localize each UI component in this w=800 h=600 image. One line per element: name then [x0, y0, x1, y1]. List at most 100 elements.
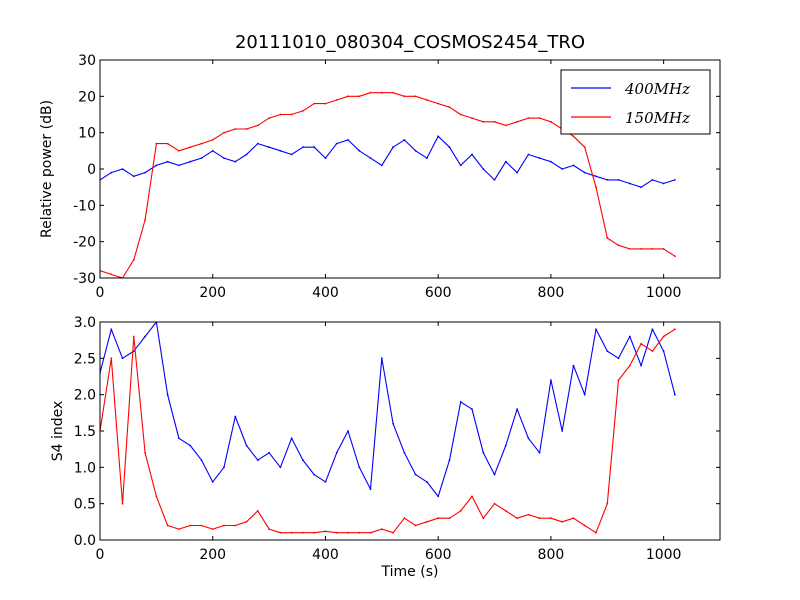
s4-ylabel: S4 index: [50, 401, 66, 462]
s4-point-400mhz: [279, 466, 282, 469]
power-point-400mhz: [245, 153, 248, 156]
power-point-400mhz: [538, 157, 541, 160]
s4-point-400mhz: [268, 451, 270, 454]
power-point-400mhz: [380, 164, 383, 167]
power-point-400mhz: [628, 182, 631, 185]
s4-point-400mhz: [302, 459, 304, 461]
power-ytick-label: 30: [78, 53, 96, 69]
power-point-150mhz: [403, 95, 406, 98]
s4-point-150mhz: [178, 528, 180, 530]
s4-point-150mhz: [166, 524, 169, 527]
power-ytick-label: -20: [73, 235, 96, 251]
power-point-400mhz: [662, 182, 665, 185]
s4-point-150mhz: [674, 328, 676, 331]
s4-point-150mhz: [516, 517, 518, 520]
power-point-400mhz: [347, 139, 349, 141]
s4-point-400mhz: [595, 328, 597, 331]
s4-point-150mhz: [437, 517, 440, 520]
s4-point-400mhz: [290, 437, 293, 440]
legend-label-400mhz: 400MHz: [624, 80, 690, 98]
power-point-400mhz: [651, 179, 654, 181]
s4-point-400mhz: [178, 437, 180, 440]
power-point-400mhz: [369, 157, 372, 160]
s4-panel: 0 200 400 600 800 1000 0.0 0.5 1.0 1.5 2.0 2.5 3.0 S…: [50, 315, 721, 580]
s4-point-400mhz: [426, 481, 428, 483]
power-point-400mhz: [223, 157, 225, 160]
power-xtick-label: 0: [96, 285, 105, 301]
power-point-400mhz: [606, 179, 609, 181]
power-point-150mhz: [516, 120, 518, 123]
s4-point-150mhz: [561, 520, 564, 523]
power-point-400mhz: [572, 164, 575, 167]
power-point-400mhz: [595, 175, 597, 178]
power-point-150mhz: [302, 110, 304, 112]
s4-point-400mhz: [459, 401, 462, 403]
power-point-400mhz: [155, 164, 158, 167]
s4-point-400mhz: [538, 451, 541, 454]
power-point-150mhz: [256, 124, 259, 127]
power-point-150mhz: [245, 128, 248, 130]
s4-point-400mhz: [335, 451, 338, 454]
s4-point-400mhz: [256, 459, 259, 461]
s4-xtick-label: 1000: [646, 547, 682, 563]
power-point-150mhz: [414, 95, 417, 98]
s4-point-150mhz: [628, 364, 631, 367]
power-ytick-label: -30: [73, 271, 96, 287]
s4-point-150mhz: [380, 528, 383, 530]
power-point-150mhz: [166, 142, 169, 145]
power-point-150mhz: [662, 248, 665, 250]
s4-xtick-label: 200: [199, 547, 226, 563]
power-point-150mhz: [392, 91, 394, 94]
s4-point-150mhz: [369, 531, 372, 534]
power-xtick-label: 200: [199, 285, 226, 301]
power-point-150mhz: [313, 102, 316, 105]
power-point-150mhz: [550, 120, 552, 123]
power-point-150mhz: [189, 146, 192, 149]
s4-point-150mhz: [527, 513, 530, 516]
power-point-400mhz: [290, 153, 293, 156]
s4-point-150mhz: [121, 502, 124, 505]
power-point-400mhz: [550, 160, 552, 163]
power-point-400mhz: [448, 146, 451, 149]
s4-point-150mhz: [482, 517, 485, 520]
s4-xtick-label: 600: [425, 547, 452, 563]
s4-point-150mhz: [358, 531, 361, 534]
power-point-400mhz: [471, 153, 473, 156]
power-xtick-label: 400: [312, 285, 339, 301]
s4-point-150mhz: [234, 524, 237, 527]
time-xlabel: Time (s): [381, 564, 439, 580]
s4-ytick-label: 2.5: [74, 351, 96, 367]
power-point-400mhz: [335, 142, 338, 145]
power-point-150mhz: [674, 255, 676, 258]
power-ytick-label: 10: [78, 126, 96, 142]
s4-point-400mhz: [572, 364, 575, 367]
power-point-150mhz: [110, 273, 113, 276]
s4-point-150mhz: [550, 517, 552, 520]
s4-point-150mhz: [132, 335, 135, 338]
power-point-150mhz: [595, 186, 597, 189]
s4-point-400mhz: [144, 335, 147, 338]
s4-point-150mhz: [403, 517, 406, 520]
s4-point-150mhz: [347, 531, 349, 534]
s4-point-150mhz: [302, 531, 304, 534]
power-point-400mhz: [211, 149, 214, 152]
power-point-150mhz: [504, 124, 507, 127]
power-point-400mhz: [279, 149, 282, 152]
s4-point-150mhz: [617, 379, 620, 381]
power-point-150mhz: [493, 120, 496, 123]
power-xtick-label: 1000: [646, 285, 682, 301]
legend-label-150mhz: 150MHz: [625, 109, 690, 127]
power-point-150mhz: [144, 219, 147, 221]
power-point-150mhz: [200, 142, 203, 145]
power-point-400mhz: [437, 135, 440, 138]
power-point-400mhz: [268, 146, 270, 149]
s4-point-400mhz: [211, 481, 214, 483]
power-point-400mhz: [493, 179, 496, 181]
s4-point-400mhz: [347, 430, 349, 432]
power-point-400mhz: [189, 160, 192, 163]
power-point-150mhz: [155, 142, 158, 145]
s4-point-150mhz: [651, 350, 654, 352]
s4-point-150mhz: [414, 524, 417, 527]
legend: 400MHz 150MHz: [560, 69, 711, 135]
power-point-400mhz: [166, 160, 169, 163]
